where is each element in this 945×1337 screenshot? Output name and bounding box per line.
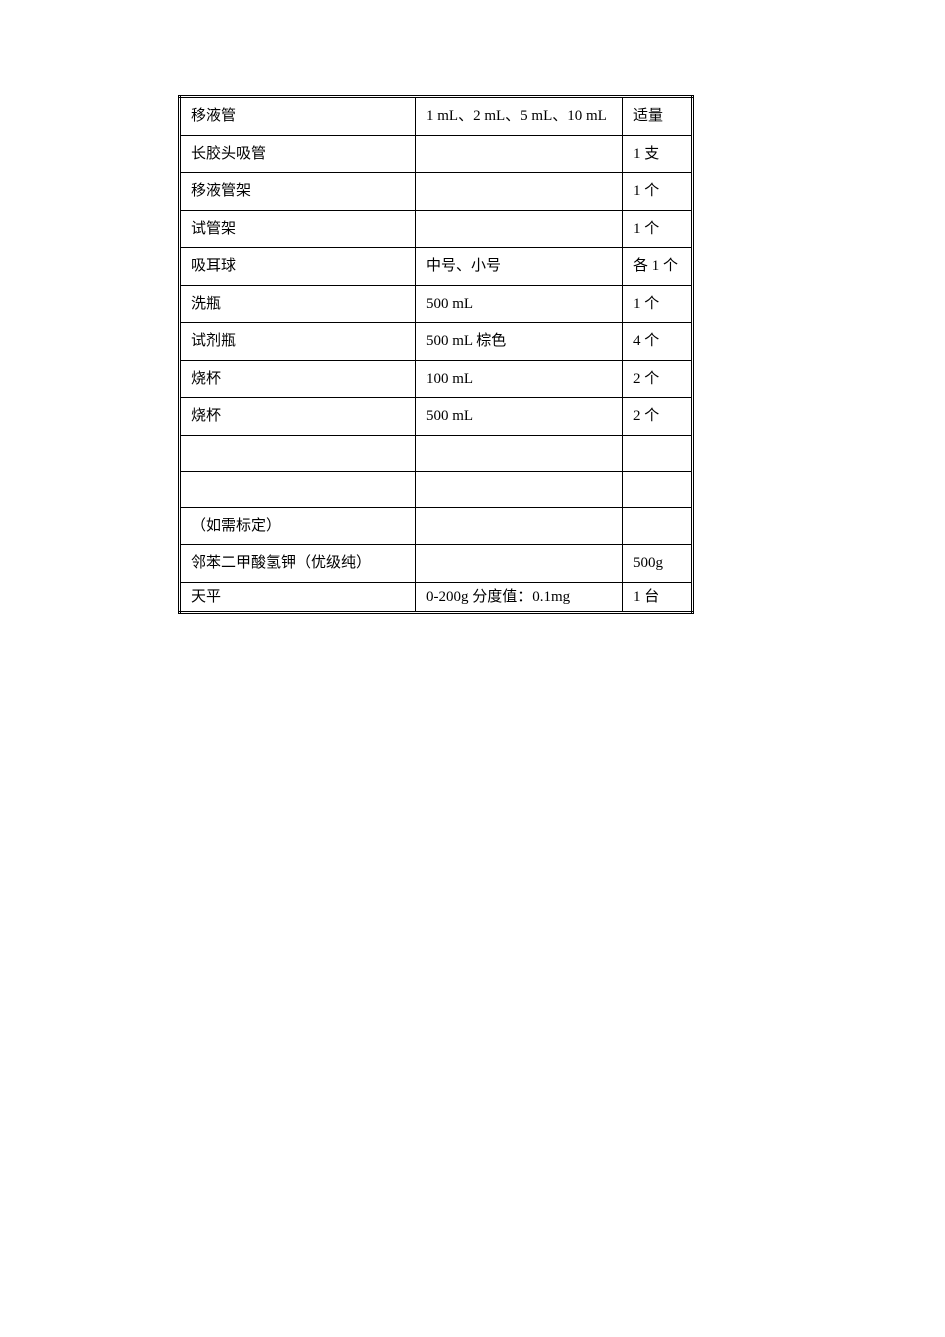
cell-spec: 0-200g 分度值：0.1mg: [416, 582, 623, 613]
table-row: 烧杯 500 mL 2 个: [180, 398, 693, 436]
cell-item: [180, 471, 416, 507]
table-row: 天平 0-200g 分度值：0.1mg 1 台: [180, 582, 693, 613]
cell-spec: 500 mL 棕色: [416, 323, 623, 361]
cell-item: 烧杯: [180, 360, 416, 398]
table-row: （如需标定）: [180, 507, 693, 545]
cell-item: 长胶头吸管: [180, 135, 416, 173]
table-row: 洗瓶 500 mL 1 个: [180, 285, 693, 323]
table-row: 试剂瓶 500 mL 棕色 4 个: [180, 323, 693, 361]
cell-qty: 1 台: [623, 582, 693, 613]
table-row: 邻苯二甲酸氢钾（优级纯） 500g: [180, 545, 693, 583]
table-row: 吸耳球 中号、小号 各 1 个: [180, 248, 693, 286]
cell-spec: 1 mL、2 mL、5 mL、10 mL: [416, 97, 623, 136]
cell-qty: 各 1 个: [623, 248, 693, 286]
cell-qty: 1 个: [623, 210, 693, 248]
cell-qty: 2 个: [623, 398, 693, 436]
table-row: 移液管架 1 个: [180, 173, 693, 211]
cell-qty: 500g: [623, 545, 693, 583]
cell-spec: [416, 545, 623, 583]
cell-spec: [416, 435, 623, 471]
cell-item: 试剂瓶: [180, 323, 416, 361]
cell-qty: [623, 471, 693, 507]
cell-spec: 500 mL: [416, 285, 623, 323]
cell-item: 移液管: [180, 97, 416, 136]
cell-qty: [623, 435, 693, 471]
cell-item: 洗瓶: [180, 285, 416, 323]
cell-item: （如需标定）: [180, 507, 416, 545]
cell-qty: 适量: [623, 97, 693, 136]
cell-spec: 中号、小号: [416, 248, 623, 286]
cell-spec: [416, 210, 623, 248]
table-row: 移液管 1 mL、2 mL、5 mL、10 mL 适量: [180, 97, 693, 136]
table-row: 长胶头吸管 1 支: [180, 135, 693, 173]
equipment-table: 移液管 1 mL、2 mL、5 mL、10 mL 适量 长胶头吸管 1 支 移液…: [178, 95, 694, 614]
cell-qty: 1 个: [623, 173, 693, 211]
table-row: 烧杯 100 mL 2 个: [180, 360, 693, 398]
cell-item: [180, 435, 416, 471]
cell-spec: 500 mL: [416, 398, 623, 436]
cell-item: 试管架: [180, 210, 416, 248]
table-row: [180, 471, 693, 507]
cell-qty: [623, 507, 693, 545]
cell-spec: [416, 507, 623, 545]
cell-spec: 100 mL: [416, 360, 623, 398]
cell-item: 邻苯二甲酸氢钾（优级纯）: [180, 545, 416, 583]
cell-spec: [416, 173, 623, 211]
table-row: 试管架 1 个: [180, 210, 693, 248]
cell-qty: 2 个: [623, 360, 693, 398]
cell-item: 吸耳球: [180, 248, 416, 286]
cell-item: 烧杯: [180, 398, 416, 436]
cell-spec: [416, 135, 623, 173]
table-row: [180, 435, 693, 471]
cell-item: 天平: [180, 582, 416, 613]
cell-qty: 1 个: [623, 285, 693, 323]
cell-qty: 1 支: [623, 135, 693, 173]
cell-item: 移液管架: [180, 173, 416, 211]
cell-qty: 4 个: [623, 323, 693, 361]
cell-spec: [416, 471, 623, 507]
